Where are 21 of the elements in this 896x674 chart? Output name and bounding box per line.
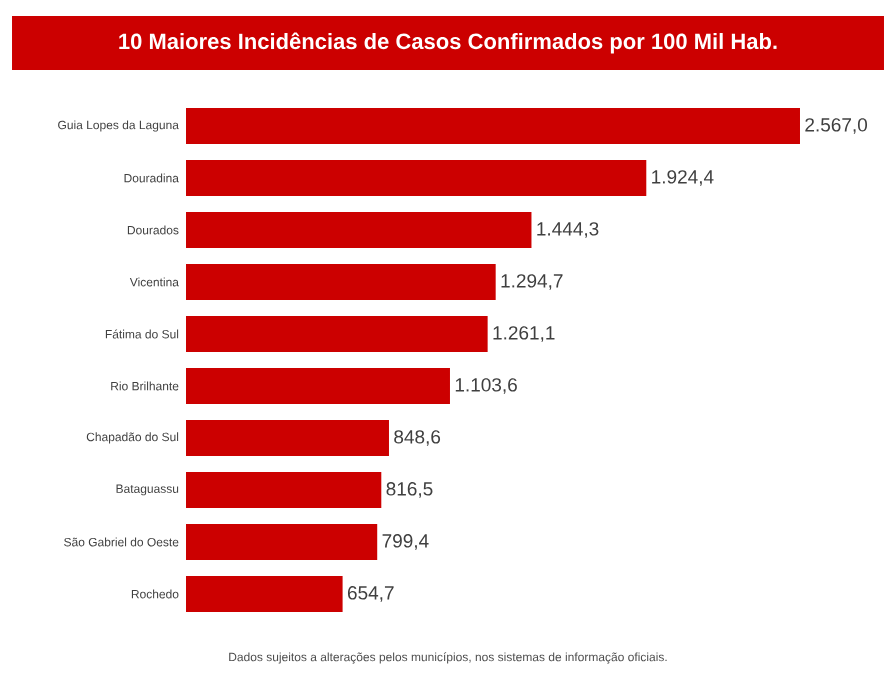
data-label: 1.261,1 [493,326,555,342]
data-label: 2.567,0 [805,118,868,134]
chart-title: 10 Maiores Incidências de Casos Confirmados por 100 Mil Hab. [119,32,777,54]
data-label: 816,5 [386,482,433,498]
bar [186,263,496,300]
data-label: 1.444,3 [537,222,599,238]
bar [186,523,378,560]
bar [186,367,450,404]
data-label: 848,6 [394,430,441,446]
data-label: 1.924,4 [652,170,714,186]
bar [186,575,343,612]
data-label: 1.294,7 [501,274,563,290]
bar [186,419,389,456]
bar [186,159,647,196]
bar [186,315,488,352]
bar [186,107,800,144]
bar [186,471,382,508]
data-label: 1.103,6 [455,378,517,394]
bar [186,211,532,248]
data-label: 654,7 [347,586,394,602]
data-label: 799,4 [382,534,429,550]
